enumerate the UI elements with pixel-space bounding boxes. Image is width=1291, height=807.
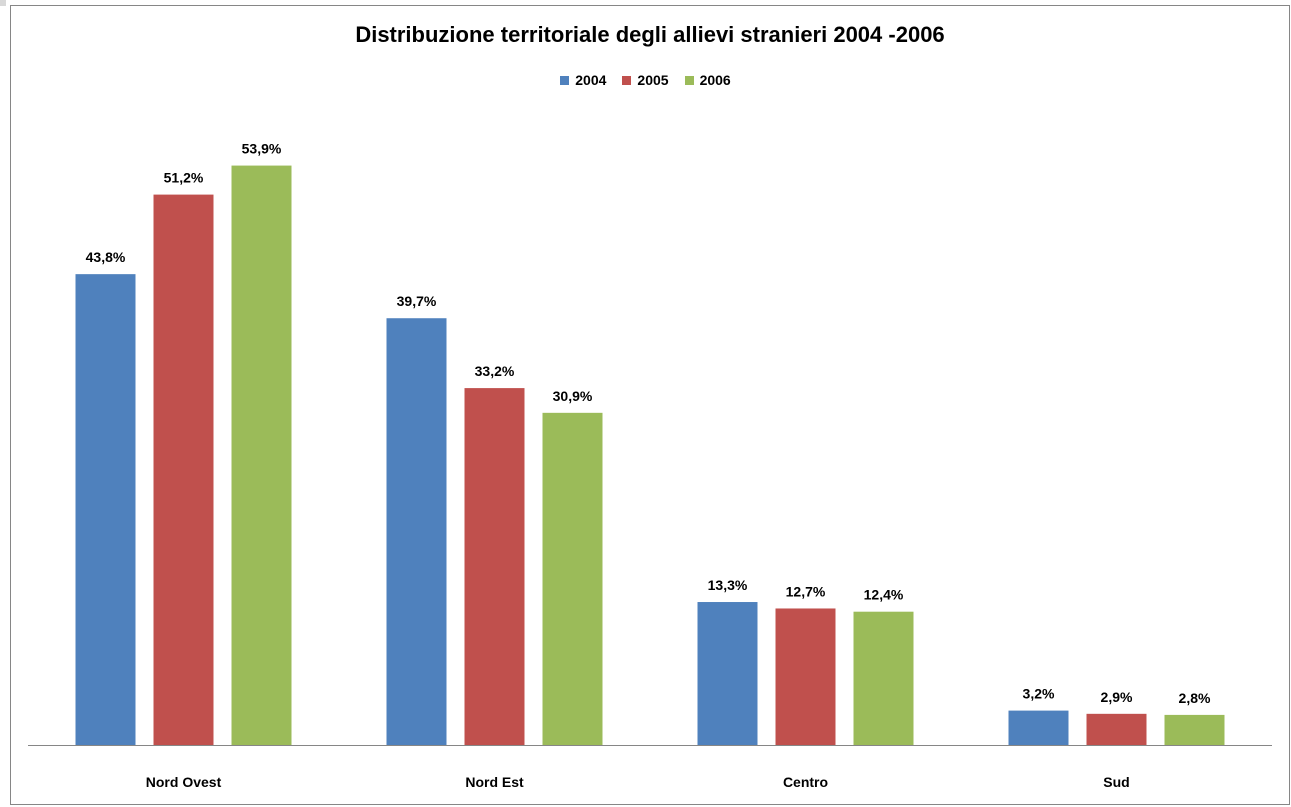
- legend: 2004 2005 2006: [0, 72, 1291, 88]
- data-label-2004-1: 39,7%: [397, 293, 437, 309]
- legend-swatch-2004: [560, 75, 570, 85]
- bar-2006-0: [231, 165, 292, 745]
- data-label-2005-3: 2,9%: [1101, 689, 1133, 705]
- legend-item-2004: 2004: [560, 72, 606, 88]
- category-label-1: Nord Est: [465, 774, 524, 790]
- bar-2004-0: [75, 274, 136, 745]
- legend-swatch-2005: [622, 75, 632, 85]
- category-label-2: Centro: [783, 774, 828, 790]
- corner-mark: [0, 0, 6, 6]
- legend-swatch-2006: [684, 75, 694, 85]
- bar-2004-1: [386, 318, 447, 745]
- category-label-3: Sud: [1103, 774, 1129, 790]
- data-label-2006-2: 12,4%: [864, 587, 904, 603]
- bar-2005-0: [153, 194, 214, 746]
- bar-2005-3: [1086, 713, 1147, 745]
- legend-label-2005: 2005: [637, 72, 669, 88]
- data-label-2005-0: 51,2%: [164, 170, 204, 186]
- data-label-2006-3: 2,8%: [1179, 690, 1211, 706]
- chart-title: Distribuzione territoriale degli allievi…: [355, 22, 945, 47]
- bar-2004-3: [1008, 710, 1069, 745]
- data-label-2006-0: 53,9%: [242, 141, 282, 157]
- legend-label-2004: 2004: [575, 72, 607, 88]
- data-label-2004-3: 3,2%: [1023, 686, 1055, 702]
- legend-item-2005: 2005: [622, 72, 669, 88]
- legend-label-2006: 2006: [699, 72, 731, 88]
- chart-frame: [10, 5, 1290, 805]
- bar-2006-1: [542, 412, 603, 745]
- data-label-2005-1: 33,2%: [475, 363, 515, 379]
- data-label-2006-1: 30,9%: [553, 388, 593, 404]
- bar-2004-2: [697, 602, 758, 745]
- bar-2006-3: [1164, 714, 1225, 745]
- data-label-2004-2: 13,3%: [708, 577, 748, 593]
- bar-2005-1: [464, 388, 525, 745]
- data-label-2004-0: 43,8%: [86, 249, 126, 265]
- category-label-0: Nord Ovest: [146, 774, 222, 790]
- legend-item-2006: 2006: [684, 72, 731, 88]
- bar-2005-2: [775, 608, 836, 745]
- data-label-2005-2: 12,7%: [786, 583, 826, 599]
- bar-2006-2: [853, 611, 914, 745]
